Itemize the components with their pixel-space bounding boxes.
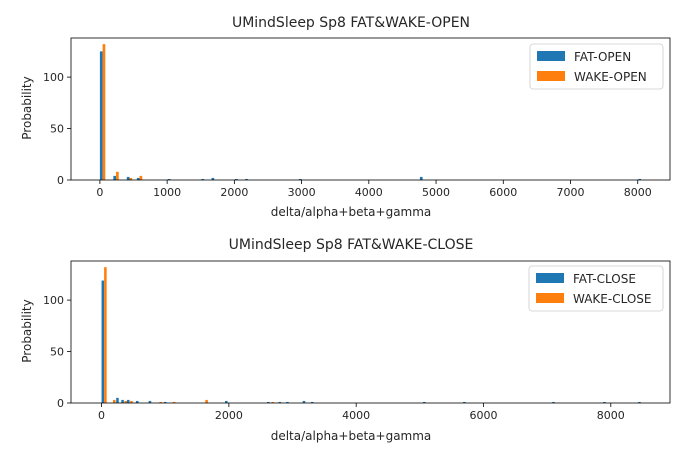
y-tick-label: 50: [50, 123, 64, 136]
legend-label-wake: WAKE-CLOSE: [573, 292, 651, 306]
bar-fat-close: [310, 401, 314, 403]
bar-fat-open: [99, 51, 103, 180]
x-tick-label: 4000: [342, 409, 370, 422]
y-axis-label: Probability: [20, 76, 34, 139]
bar-fat-open: [235, 178, 238, 180]
bar-fat-open: [419, 176, 423, 180]
x-tick-label: 4000: [355, 186, 383, 199]
x-tick-label: 6000: [489, 186, 517, 199]
bars: [99, 44, 642, 180]
bar-wake-open: [102, 44, 106, 180]
legend-label-fat: FAT-CLOSE: [573, 272, 636, 286]
x-tick-label: 0: [96, 186, 103, 199]
bar-fat-close: [148, 400, 152, 403]
legend-swatch-fat: [537, 51, 565, 61]
bar-wake-close: [172, 401, 176, 403]
legend: FAT-CLOSE WAKE-CLOSE: [528, 265, 664, 312]
bar-fat-open: [167, 178, 171, 180]
bar-fat-open: [245, 178, 248, 180]
bar-fat-close: [135, 400, 139, 403]
x-axis-label: delta/alpha+beta+gamma: [271, 205, 432, 219]
x-tick-label: 7000: [557, 186, 585, 199]
legend-swatch-fat: [536, 273, 564, 283]
bar-wake-open: [129, 177, 133, 180]
x-axis-label: delta/alpha+beta+gamma: [271, 429, 432, 443]
bar-fat-close: [423, 401, 426, 403]
bar-wake-close: [271, 401, 275, 403]
y-ticks: 0 50 100: [43, 71, 71, 187]
legend-swatch-wake: [536, 293, 564, 303]
bar-fat-open: [201, 178, 205, 180]
bar-fat-close: [302, 400, 306, 403]
x-tick-label: 0: [98, 409, 105, 422]
plot-frame: [70, 260, 671, 404]
bar-fat-close: [225, 400, 228, 403]
y-tick-label: 0: [57, 174, 64, 187]
bar-wake-close: [205, 399, 208, 403]
bar-fat-close: [638, 401, 641, 403]
bar-fat-close: [116, 397, 119, 403]
bar-wake-close: [124, 400, 128, 403]
bar-fat-close: [463, 401, 466, 403]
x-ticks: 0 2000 4000 6000 8000: [98, 403, 625, 422]
bar-wake-close: [113, 399, 116, 403]
x-tick-label: 2000: [215, 409, 243, 422]
x-ticks: 0 1000 2000 3000 4000 5000 6000 7000 8000: [96, 180, 652, 199]
x-tick-label: 8000: [624, 186, 652, 199]
bar-fat-open: [136, 177, 140, 180]
legend-label-wake: WAKE-OPEN: [574, 70, 647, 84]
bar-wake-close: [104, 267, 107, 403]
chart-open: UMindSleep Sp8 FAT&WAKE-OPEN delta/alpha…: [20, 15, 671, 219]
y-tick-label: 0: [57, 397, 64, 410]
bar-fat-close: [286, 401, 289, 403]
x-tick-label: 5000: [422, 186, 450, 199]
bar-wake-open: [116, 171, 119, 180]
bar-fat-close: [603, 401, 606, 403]
x-tick-label: 6000: [469, 409, 497, 422]
bars: [101, 267, 641, 403]
bar-fat-open: [113, 175, 117, 180]
y-ticks: 0 50 100: [43, 294, 71, 410]
bar-fat-open: [298, 178, 302, 180]
bar-fat-open: [211, 177, 215, 180]
y-axis-label: Probability: [20, 299, 34, 362]
plot-frame: [70, 37, 671, 181]
legend-label-fat: FAT-OPEN: [574, 50, 631, 64]
bar-wake-open: [139, 175, 143, 180]
legend: FAT-OPEN WAKE-OPEN: [529, 43, 664, 90]
x-tick-label: 3000: [288, 186, 316, 199]
y-tick-label: 50: [50, 346, 64, 359]
bar-wake-close: [159, 401, 163, 403]
bar-fat-close: [101, 280, 105, 403]
chart-close: UMindSleep Sp8 FAT&WAKE-CLOSE delta/alph…: [20, 237, 671, 443]
legend-swatch-wake: [537, 71, 565, 81]
y-tick-label: 100: [43, 294, 64, 307]
bar-fat-open: [126, 176, 130, 180]
bar-fat-open: [638, 178, 642, 180]
x-tick-label: 1000: [153, 186, 181, 199]
x-tick-label: 8000: [597, 409, 625, 422]
bar-fat-close: [267, 401, 270, 403]
x-tick-label: 2000: [220, 186, 248, 199]
bar-fat-close: [121, 399, 124, 403]
bar-fat-close: [163, 401, 167, 403]
bar-wake-close: [130, 400, 133, 403]
chart-title: UMindSleep Sp8 FAT&WAKE-CLOSE: [229, 237, 474, 253]
chart-title: UMindSleep Sp8 FAT&WAKE-OPEN: [232, 15, 470, 31]
bar-fat-close: [278, 401, 282, 403]
bar-fat-close: [127, 399, 130, 403]
y-tick-label: 100: [43, 71, 64, 84]
bar-fat-close: [552, 401, 555, 403]
